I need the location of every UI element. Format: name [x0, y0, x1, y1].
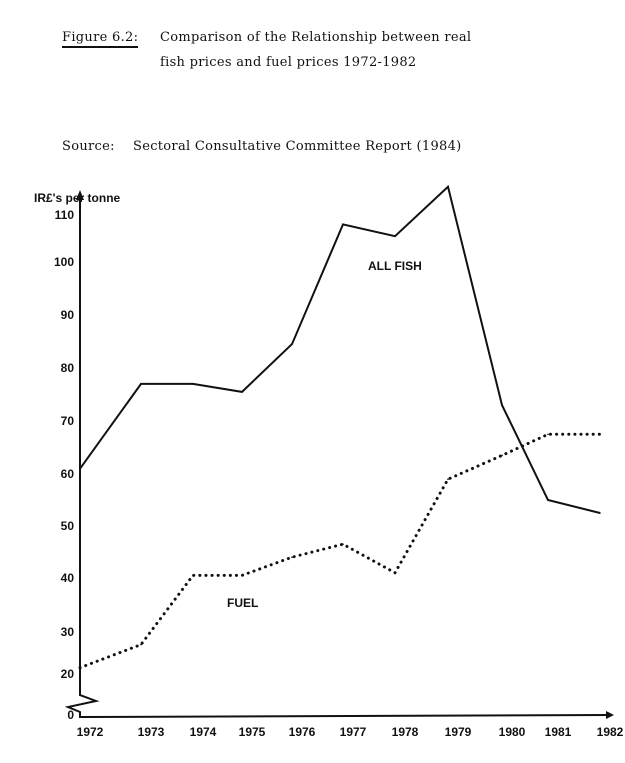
y-tick-label: 30 — [61, 625, 75, 639]
x-tick-label: 1974 — [190, 725, 217, 739]
axis-lines — [64, 198, 611, 719]
data-point — [599, 512, 601, 514]
y-tick-label: 40 — [61, 571, 75, 585]
data-point — [599, 433, 601, 436]
y-tick-label: 100 — [54, 255, 74, 269]
axes — [64, 190, 614, 719]
data-point — [447, 478, 449, 481]
data-point — [192, 574, 194, 577]
data-point — [241, 574, 243, 577]
x-tick-label: 1975 — [239, 725, 266, 739]
figure-title-line1: Comparison of the Relationship between r… — [160, 30, 472, 45]
y-tick-label: 20 — [61, 667, 75, 681]
data-point — [192, 383, 194, 385]
data-point — [140, 643, 142, 646]
data-point — [241, 391, 243, 393]
data-point — [394, 572, 396, 574]
data-point — [291, 343, 293, 345]
x-tick-label: 1972 — [77, 725, 104, 739]
y-axis-arrow-icon — [76, 190, 84, 200]
y-tick-label: 60 — [61, 467, 75, 481]
series-lines — [78, 184, 602, 670]
y-tick-label: 0 — [67, 708, 74, 722]
y-tick-label: 70 — [61, 414, 75, 428]
data-point — [547, 499, 549, 501]
x-tick-label: 1978 — [392, 725, 419, 739]
data-point — [342, 223, 344, 226]
source-text: Sectoral Consultative Committee Report (… — [133, 139, 462, 154]
source-label: Source: — [62, 139, 115, 154]
data-point — [79, 467, 81, 470]
figure-title-line2: fish prices and fuel prices 1972-1982 — [160, 55, 417, 70]
y-tick-label: 90 — [61, 308, 75, 322]
y-tick-label: 110 — [55, 208, 75, 222]
data-point — [394, 235, 396, 237]
x-tick-label: 1976 — [289, 725, 316, 739]
data-point — [291, 556, 293, 558]
x-tick-label: 1980 — [499, 725, 526, 739]
data-point — [342, 543, 344, 545]
data-point — [447, 186, 449, 188]
x-tick-label: 1982 — [597, 725, 624, 739]
x-axis-arrow-icon — [606, 711, 614, 719]
x-tick-label: 1979 — [445, 725, 472, 739]
data-point — [140, 383, 142, 385]
y-tick-label: 80 — [61, 361, 75, 375]
y-tick-labels: 0 20 30 40 50 60 70 80 90 100 110 — [54, 208, 74, 722]
data-point — [79, 666, 81, 669]
x-tick-label: 1973 — [138, 725, 165, 739]
x-tick-labels: 1972 1973 1974 1975 1976 1977 1978 1979 1980 1981… — [77, 725, 624, 739]
data-point — [547, 433, 549, 436]
figure-label: Figure 6.2: — [62, 30, 139, 48]
y-tick-label: 50 — [61, 519, 75, 533]
series-line-fuel — [78, 432, 602, 670]
data-point — [501, 454, 503, 457]
annotation-fuel: FUEL — [227, 596, 258, 610]
series-line-all-fish — [79, 184, 601, 514]
x-tick-label: 1981 — [545, 725, 572, 739]
data-point — [501, 404, 503, 406]
x-tick-label: 1977 — [340, 725, 367, 739]
annotation-all-fish: ALL FISH — [368, 259, 422, 273]
